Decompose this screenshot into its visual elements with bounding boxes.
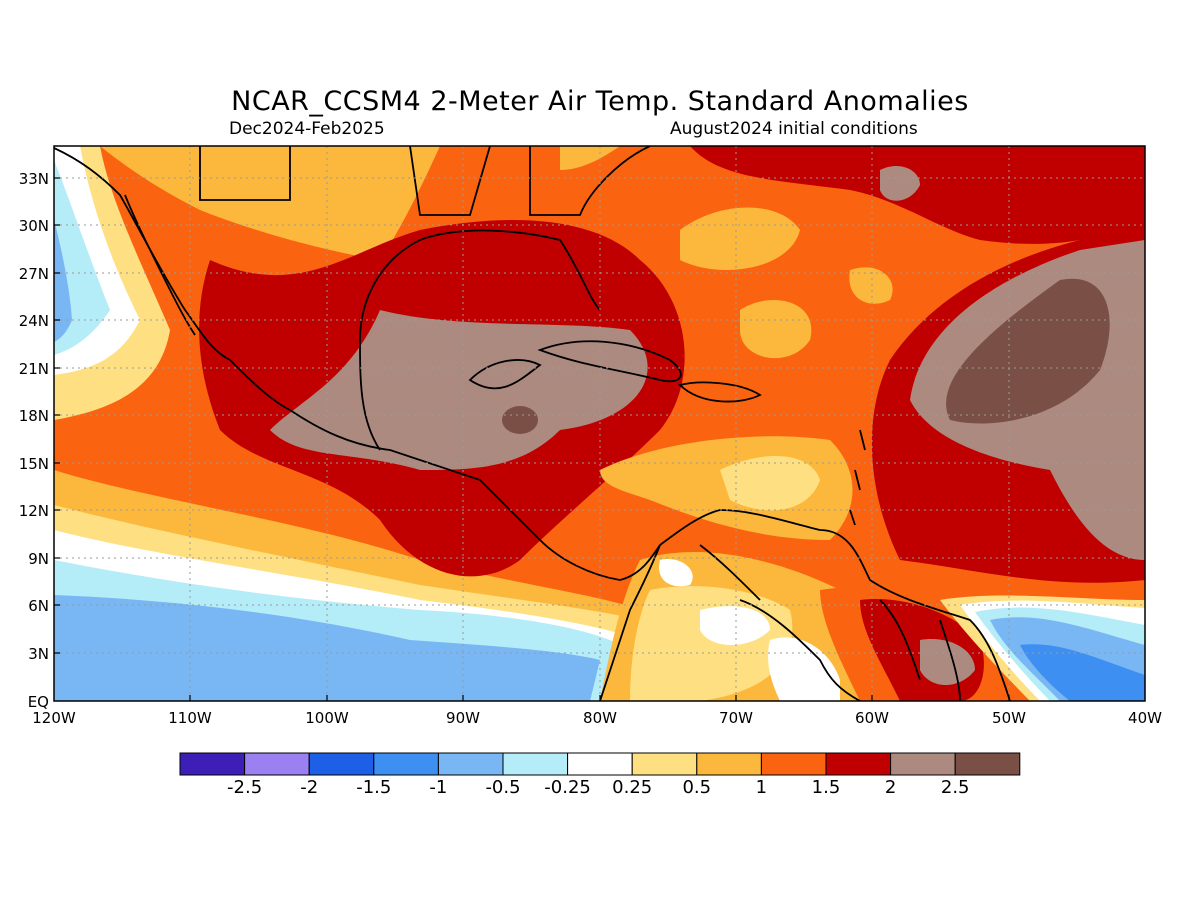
colorbar-label: -1: [429, 777, 448, 798]
colorbar-swatch: [631, 752, 698, 776]
colorbar-label: 0.5: [682, 777, 712, 798]
lon-label: 50W: [992, 709, 1026, 727]
map-title: NCAR_CCSM4 2-Meter Air Temp. Standard An…: [231, 86, 969, 117]
colorbar-label: -1.5: [356, 777, 392, 798]
colorbar-swatch: [825, 752, 892, 776]
lat-label: 27N: [19, 265, 49, 283]
colorbar-swatch: [244, 752, 310, 776]
coastlines: [54, 146, 1011, 701]
lat-label: 9N: [28, 550, 49, 568]
lat-label: 30N: [19, 217, 49, 235]
colorbar-swatch: [696, 752, 762, 776]
colorbar-swatch: [760, 752, 827, 776]
initial-conditions: August2024 initial conditions: [670, 119, 918, 139]
lat-label: 18N: [19, 407, 49, 425]
lon-label: 60W: [855, 709, 889, 727]
colorbar-label: 2.5: [940, 777, 970, 798]
colorbar-swatch: [567, 752, 633, 776]
colorbar-label: -2.5: [227, 777, 263, 798]
longitude-labels: 120W 110W 100W 90W 80W 70W 60W 50W 40W: [32, 709, 1162, 727]
colorbar: [179, 752, 1021, 776]
colorbar-label: -0.5: [485, 777, 521, 798]
lon-label: 120W: [32, 709, 76, 727]
tick-marks: [54, 177, 1010, 701]
lat-label: EQ: [28, 693, 49, 711]
lon-label: 100W: [305, 709, 349, 727]
colorbar-swatch: [373, 752, 439, 776]
anomaly-fill: [54, 146, 1145, 701]
lat-label: 12N: [19, 502, 49, 520]
lon-label: 90W: [446, 709, 480, 727]
forecast-period: Dec2024-Feb2025: [229, 119, 385, 139]
colorbar-swatch: [308, 752, 375, 776]
colorbar-swatch: [437, 752, 504, 776]
lat-label: 33N: [19, 170, 49, 188]
colorbar-label: 2: [884, 777, 897, 798]
lon-label: 80W: [583, 709, 617, 727]
colorbar-label: 1: [755, 777, 768, 798]
lon-label: 110W: [168, 709, 212, 727]
lon-label: 40W: [1128, 709, 1162, 727]
colorbar-label: 1.5: [811, 777, 841, 798]
colorbar-label: -0.25: [544, 777, 591, 798]
lat-label: 3N: [28, 645, 49, 663]
latitude-labels: 33N 30N 27N 24N 21N 18N 15N 12N 9N 6N 3N…: [19, 170, 49, 711]
lat-label: 21N: [19, 360, 49, 378]
colorbar-label: 0.25: [612, 777, 653, 798]
lat-label: 6N: [28, 597, 49, 615]
lon-label: 70W: [719, 709, 753, 727]
colorbar-label: -2: [300, 777, 319, 798]
colorbar-swatch: [954, 752, 1021, 776]
graticule: [54, 146, 1145, 701]
colorbar-swatch: [179, 752, 246, 776]
lat-label: 24N: [19, 312, 49, 330]
colorbar-swatch: [890, 752, 956, 776]
colorbar-swatch: [502, 752, 569, 776]
lat-label: 15N: [19, 455, 49, 473]
